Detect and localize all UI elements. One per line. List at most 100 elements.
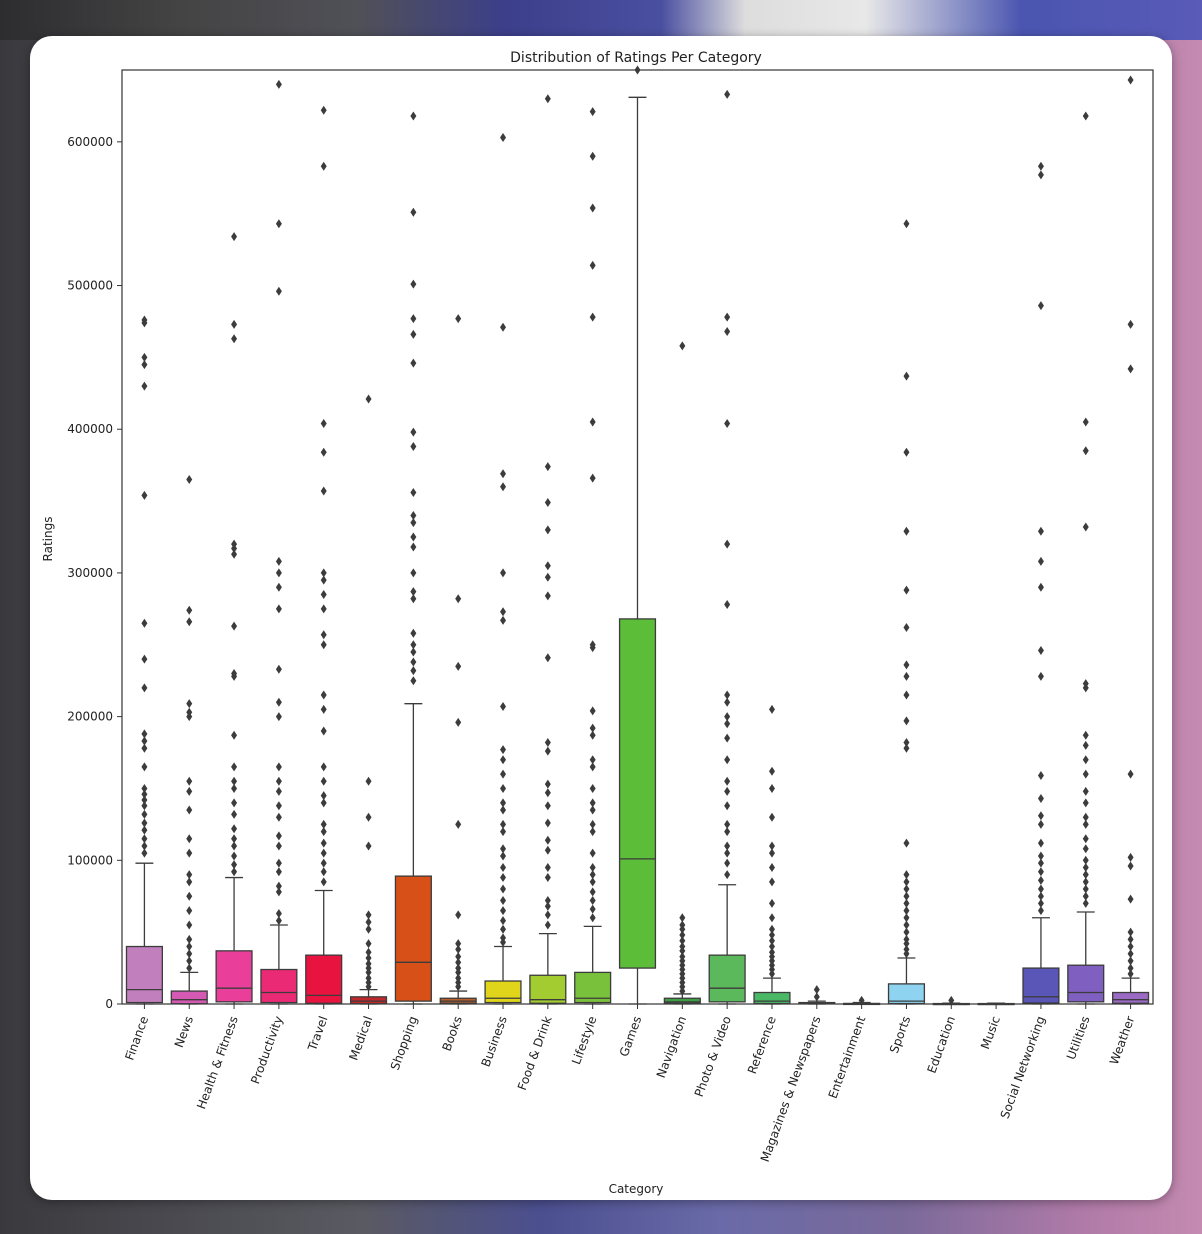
outlier-point	[724, 819, 731, 829]
outlier-point	[320, 798, 327, 808]
outlier-point	[1082, 683, 1089, 693]
y-tick-label: 600000	[67, 135, 113, 149]
outlier-point	[186, 906, 193, 916]
outlier-point	[365, 776, 372, 786]
outlier-point	[231, 319, 238, 329]
x-tick-label: Books	[440, 1014, 466, 1053]
outlier-point	[903, 623, 910, 633]
outlier-point	[634, 65, 641, 75]
outlier-point	[275, 858, 282, 868]
outlier-point	[724, 827, 731, 837]
outlier-point	[275, 664, 282, 674]
outlier-point	[544, 845, 551, 855]
outlier-point	[544, 572, 551, 582]
outlier-point	[544, 779, 551, 789]
outlier-point	[320, 704, 327, 714]
box-health-fitness	[215, 950, 253, 1003]
outlier-point	[1037, 526, 1044, 536]
outlier-point	[1127, 934, 1134, 944]
outlier-point	[679, 913, 686, 923]
outlier-point	[410, 666, 417, 676]
outlier-point	[141, 352, 148, 362]
outlier-point	[365, 939, 372, 949]
outlier-point	[141, 683, 148, 693]
outlier-point	[231, 824, 238, 834]
box-travel	[305, 954, 343, 1004]
outlier-point	[544, 591, 551, 601]
outlier-point	[231, 860, 238, 870]
outlier-point	[903, 906, 910, 916]
outlier-point	[1082, 740, 1089, 750]
outlier-point	[141, 783, 148, 793]
x-tick-label: Shopping	[388, 1014, 420, 1072]
outlier-point	[275, 812, 282, 822]
outlier-point	[141, 618, 148, 628]
outlier-point	[589, 107, 596, 117]
outlier-point	[141, 318, 148, 328]
outlier-point	[1037, 851, 1044, 861]
y-tick-label: 500000	[67, 279, 113, 293]
outlier-point	[320, 762, 327, 772]
outlier-point	[231, 809, 238, 819]
outlier-point	[679, 924, 686, 934]
outlier-point	[589, 762, 596, 772]
outlier-point	[455, 717, 462, 727]
outlier-point	[903, 743, 910, 753]
outlier-point	[410, 510, 417, 520]
x-tick-label: Games	[617, 1014, 645, 1058]
outlier-point	[589, 819, 596, 829]
outlier-point	[500, 851, 507, 861]
x-tick-label: Photo & Video	[692, 1014, 734, 1099]
outlier-point	[455, 952, 462, 962]
outlier-point	[813, 992, 820, 1002]
outlier-point	[858, 995, 865, 1005]
outlier-point	[768, 898, 775, 908]
outlier-point	[1127, 769, 1134, 779]
outlier-point	[544, 896, 551, 906]
outlier-point	[813, 985, 820, 995]
outlier-point	[589, 862, 596, 872]
box-sports	[887, 983, 926, 1005]
outlier-point	[320, 418, 327, 428]
outlier-point	[410, 647, 417, 657]
outlier-point	[1037, 794, 1044, 804]
outlier-point	[544, 818, 551, 828]
x-tick-label: Utilities	[1064, 1014, 1093, 1061]
outlier-point	[903, 949, 910, 959]
outlier-point	[186, 934, 193, 944]
outlier-point	[1037, 891, 1044, 901]
outlier-point	[589, 798, 596, 808]
outlier-point	[410, 207, 417, 217]
outlier-point	[365, 812, 372, 822]
outlier-point	[589, 805, 596, 815]
outlier-point	[320, 105, 327, 115]
outlier-point	[275, 887, 282, 897]
outlier-point	[1127, 75, 1134, 85]
outlier-point	[724, 690, 731, 700]
outlier-point	[768, 704, 775, 714]
outlier-point	[903, 939, 910, 949]
x-tick-label: Weather	[1107, 1014, 1137, 1066]
box-social-networking	[1022, 967, 1060, 1004]
box-utilities	[1067, 964, 1105, 1003]
outlier-point	[589, 473, 596, 483]
outlier-point	[141, 789, 148, 799]
outlier-point	[500, 702, 507, 712]
outlier-point	[903, 913, 910, 923]
outlier-point	[500, 568, 507, 578]
box-shopping	[394, 875, 432, 1002]
outlier-point	[320, 640, 327, 650]
outlier-point	[365, 910, 372, 920]
outlier-point	[275, 801, 282, 811]
outlier-point	[768, 913, 775, 923]
outlier-point	[544, 737, 551, 747]
outlier-point	[186, 699, 193, 709]
outlier-point	[365, 917, 372, 927]
outlier-point	[186, 942, 193, 952]
outlier-point	[724, 870, 731, 880]
outlier-point	[1037, 838, 1044, 848]
outlier-point	[589, 260, 596, 270]
outlier-point	[500, 133, 507, 143]
outlier-point	[320, 848, 327, 858]
outlier-point	[1127, 861, 1134, 871]
